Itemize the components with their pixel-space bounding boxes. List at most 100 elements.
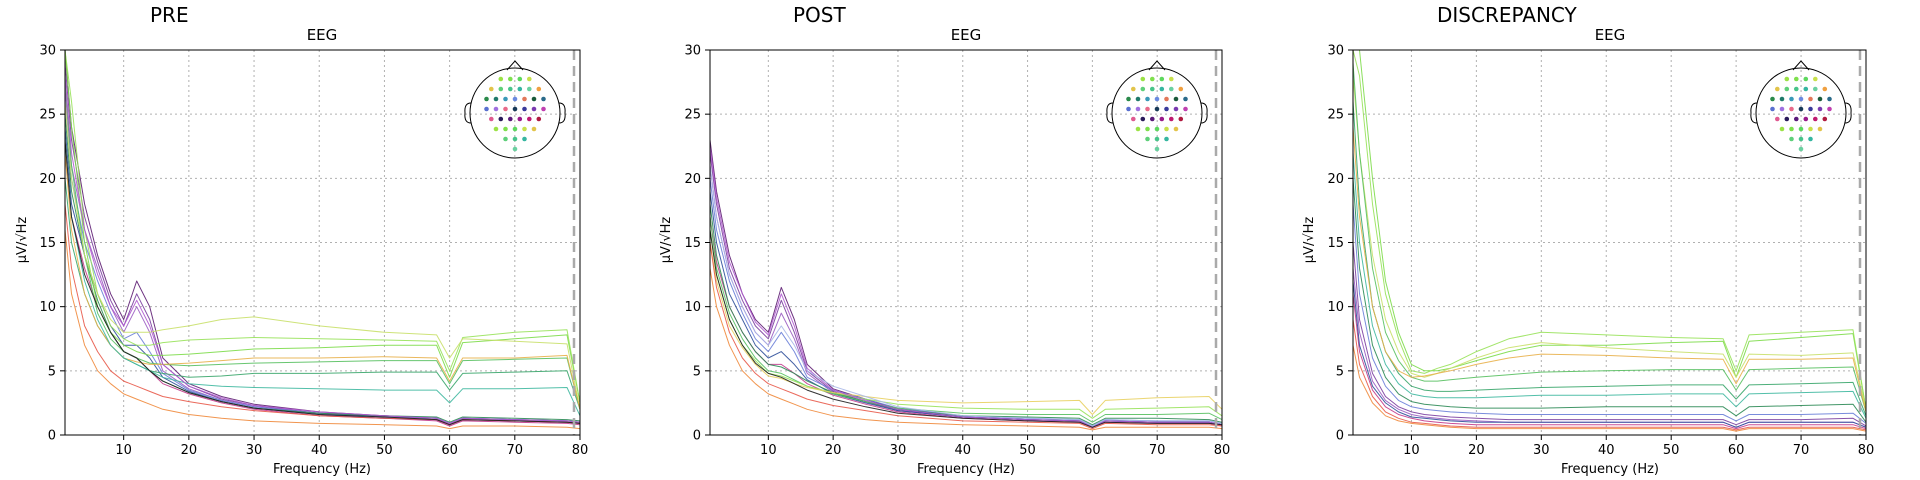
sensor-dot bbox=[1169, 76, 1174, 82]
sensor-dot bbox=[527, 76, 532, 82]
series-line bbox=[65, 101, 580, 424]
series-line bbox=[1353, 280, 1866, 428]
sensor-dot bbox=[1798, 106, 1804, 112]
x-tick-label: 40 bbox=[954, 443, 971, 458]
sensor-dot bbox=[512, 106, 518, 112]
head-outline bbox=[1111, 67, 1203, 159]
series-line bbox=[65, 114, 580, 423]
sensor-dot bbox=[1798, 96, 1804, 102]
sensor-dot bbox=[498, 116, 504, 122]
sensor-dot bbox=[541, 96, 546, 102]
y-tick-label: 25 bbox=[1327, 108, 1344, 123]
series-line bbox=[710, 203, 1222, 426]
sensor-dot bbox=[1154, 96, 1160, 102]
series-line bbox=[1353, 203, 1866, 424]
sensor-dot bbox=[1145, 106, 1150, 112]
sensor-topomap bbox=[1106, 60, 1208, 159]
y-axis-label: µV/√Hz bbox=[15, 217, 30, 264]
sensor-dot bbox=[1822, 116, 1828, 122]
sensor-dot bbox=[1817, 96, 1823, 102]
x-axis-label: Frequency (Hz) bbox=[917, 462, 1015, 477]
series-line bbox=[1353, 62, 1866, 413]
sensor-dot bbox=[1173, 96, 1179, 102]
x-tick-label: 20 bbox=[181, 443, 198, 458]
series-line bbox=[710, 242, 1222, 430]
sensor-dot bbox=[493, 126, 499, 132]
sensor-dot bbox=[527, 86, 532, 92]
sensor-dot bbox=[1169, 86, 1174, 92]
nose-outline bbox=[1792, 60, 1810, 71]
panel-title: DISCREPANCY bbox=[1437, 3, 1578, 27]
series-line bbox=[65, 203, 580, 426]
sensor-dot bbox=[1164, 96, 1169, 102]
x-tick-label: 60 bbox=[1084, 443, 1101, 458]
sensor-dot bbox=[1827, 106, 1832, 112]
sensor-dot bbox=[531, 96, 537, 102]
x-axis-label: Frequency (Hz) bbox=[273, 462, 371, 477]
x-tick-label: 40 bbox=[1598, 443, 1615, 458]
sensor-dot bbox=[522, 126, 527, 132]
sensor-dot bbox=[1784, 86, 1790, 92]
series-line bbox=[1353, 293, 1866, 430]
y-tick-label: 0 bbox=[693, 429, 701, 444]
sensor-dot bbox=[1150, 86, 1155, 92]
sensor-dot bbox=[1145, 136, 1150, 142]
sensor-dot bbox=[1135, 126, 1141, 132]
chart-title: EEG bbox=[951, 26, 982, 44]
sensor-dot bbox=[517, 116, 523, 122]
sensor-dot bbox=[489, 86, 494, 92]
panel-discrepancy: DISCREPANCY EEG 10 20 30 40 50 60 70 80 0 5 10 15 20… bbox=[1302, 3, 1874, 477]
sensor-dot bbox=[512, 126, 518, 132]
y-tick-label: 5 bbox=[48, 364, 56, 379]
sensor-dot bbox=[1159, 86, 1165, 92]
sensor-dot bbox=[517, 76, 523, 82]
series-layer bbox=[65, 50, 580, 430]
sensor-dot bbox=[503, 96, 508, 102]
sensor-dot bbox=[1784, 76, 1790, 82]
x-tick-label: 10 bbox=[1403, 443, 1420, 458]
series-line bbox=[710, 191, 1222, 428]
series-line bbox=[710, 216, 1222, 428]
sensor-dot bbox=[508, 116, 513, 122]
sensor-dot bbox=[1789, 96, 1794, 102]
sensor-dot bbox=[1150, 76, 1155, 82]
sensor-dot bbox=[1178, 116, 1184, 122]
x-tick-label: 20 bbox=[1468, 443, 1485, 458]
sensor-dot bbox=[1817, 126, 1823, 132]
sensor-dot bbox=[1159, 116, 1165, 122]
x-tick-label: 60 bbox=[441, 443, 458, 458]
series-line bbox=[65, 178, 580, 410]
sensor-dot bbox=[1789, 126, 1794, 132]
x-tick-label: 50 bbox=[1019, 443, 1036, 458]
sensor-dot bbox=[522, 136, 527, 142]
sensor-dot bbox=[1164, 126, 1169, 132]
panel-post: POST EEG 10 20 30 40 50 60 70 80 0 5 10 15 20 25 30 Fr… bbox=[659, 3, 1230, 477]
sensor-dot bbox=[1770, 96, 1775, 102]
sensor-dot bbox=[493, 106, 499, 112]
sensor-dot bbox=[512, 136, 518, 142]
y-tick-label: 25 bbox=[684, 108, 701, 123]
series-line bbox=[710, 152, 1222, 428]
sensor-dot bbox=[1794, 76, 1799, 82]
right-ear-outline bbox=[558, 102, 566, 124]
sensor-dot bbox=[1798, 146, 1804, 152]
ticks: 10 20 30 40 50 60 70 80 0 5 10 15 20 25 30 bbox=[684, 44, 1230, 459]
head-outline bbox=[469, 67, 561, 159]
sensor-dot bbox=[1126, 96, 1131, 102]
sensor-dot bbox=[1803, 86, 1809, 92]
sensor-dot bbox=[531, 106, 537, 112]
panel-title: PRE bbox=[150, 3, 189, 27]
sensor-dot bbox=[1808, 126, 1813, 132]
sensor-dot bbox=[1798, 126, 1804, 132]
x-tick-label: 80 bbox=[1214, 443, 1231, 458]
panel-title: POST bbox=[793, 3, 846, 27]
sensor-topomap bbox=[1750, 60, 1852, 159]
x-tick-label: 40 bbox=[311, 443, 328, 458]
sensor-topomap bbox=[464, 60, 566, 159]
x-tick-label: 80 bbox=[1858, 443, 1875, 458]
sensor-dot bbox=[1126, 106, 1131, 112]
grid bbox=[710, 50, 1222, 435]
series-line bbox=[710, 268, 1222, 431]
sensor-dot bbox=[1140, 86, 1146, 92]
sensor-dot bbox=[1827, 96, 1832, 102]
